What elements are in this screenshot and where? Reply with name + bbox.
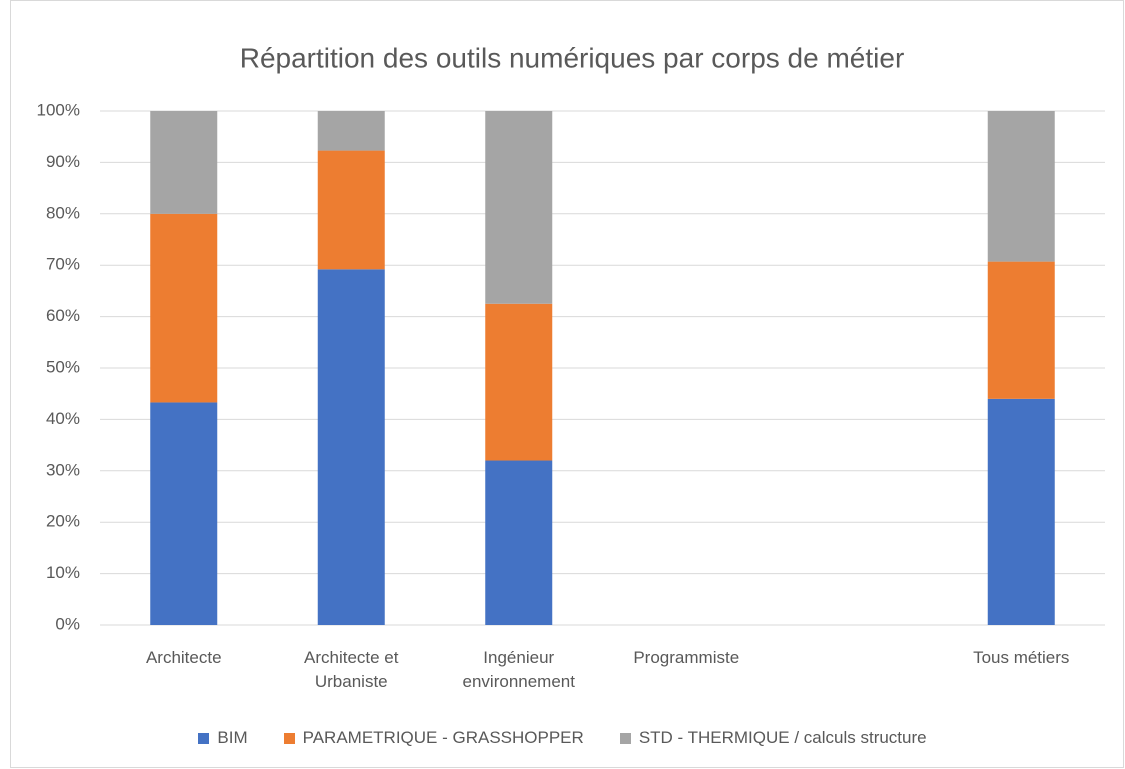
legend-swatch <box>619 732 631 744</box>
y-tick-label: 70% <box>46 255 80 274</box>
x-tick-label: Architecte <box>145 648 222 667</box>
y-tick-label: 50% <box>46 357 80 376</box>
x-tick-label: Architecte et Urbaniste <box>304 648 399 691</box>
bar-segment <box>485 303 553 461</box>
legend-label: STD - THERMIQUE / calculs structure <box>638 728 927 747</box>
legend: BIM PARAMETRIQUE - GRASSHOPPER STD - THERM… <box>0 728 1125 748</box>
y-tick-label: 40% <box>46 409 80 428</box>
y-tick-label: 0% <box>55 614 80 633</box>
legend-label: BIM <box>217 728 248 747</box>
bar-segment <box>987 261 1055 399</box>
y-tick-label: 60% <box>46 306 80 325</box>
bar-segment <box>485 111 553 304</box>
y-tick-label: 20% <box>46 512 80 531</box>
bar-segment <box>317 269 385 625</box>
bar-segment <box>150 213 218 403</box>
legend-item: STD - THERMIQUE / calculs structure <box>619 728 927 748</box>
bar-segment <box>987 111 1055 262</box>
y-tick-label: 80% <box>46 203 80 222</box>
x-tick-label: Tous métiers <box>973 648 1070 667</box>
legend-swatch <box>198 732 210 744</box>
y-tick-label: 90% <box>46 152 80 171</box>
y-tick-label: 100% <box>37 100 80 119</box>
legend-swatch <box>283 732 295 744</box>
x-tick-label: Programmiste <box>633 648 740 667</box>
x-tick-label: Ingénieur environnement <box>462 648 575 691</box>
y-tick-label: 30% <box>46 460 80 479</box>
y-tick-label: 10% <box>46 563 80 582</box>
bar-segment <box>987 398 1055 625</box>
bar-segment <box>485 460 553 625</box>
bar-segment <box>150 402 218 625</box>
bar-segment <box>317 111 385 151</box>
bar-segment <box>150 111 218 214</box>
legend-item: BIM <box>198 728 248 748</box>
legend-label: PARAMETRIQUE - GRASSHOPPER <box>302 728 584 747</box>
chart-title: Répartition des outils numériques par co… <box>240 42 905 73</box>
legend-item: PARAMETRIQUE - GRASSHOPPER <box>283 728 584 748</box>
bar-segment <box>317 150 385 270</box>
